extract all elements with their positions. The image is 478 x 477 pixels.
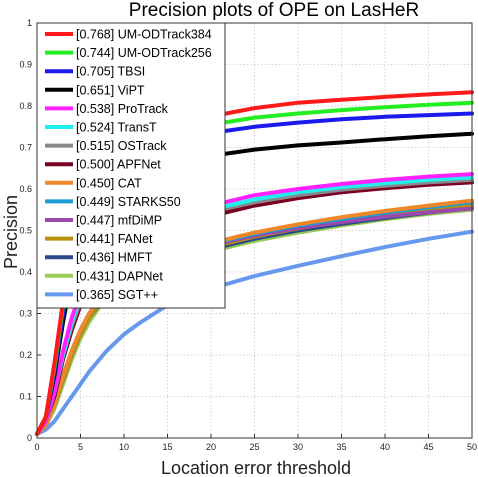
y-axis-ticks: 0 0.1 0.2 0.3 0.4 0.5 0.6 0.7 0.8 0.9 1 bbox=[19, 18, 41, 443]
legend-entry: [0.447] mfDiMP bbox=[76, 214, 162, 228]
x-axis-label: Location error threshold bbox=[161, 458, 351, 477]
legend-entry: [0.436] HMFT bbox=[76, 251, 153, 265]
legend-entry: [0.538] ProTrack bbox=[76, 102, 169, 116]
y-tick-label: 0.3 bbox=[19, 309, 32, 319]
x-tick-label: 40 bbox=[380, 442, 390, 452]
x-axis-ticks: 0 5 10 15 20 25 30 35 40 45 50 bbox=[34, 434, 477, 452]
legend-entry: [0.500] APFNet bbox=[76, 158, 161, 172]
y-tick-label: 0.2 bbox=[19, 350, 32, 360]
x-tick-label: 35 bbox=[336, 442, 346, 452]
x-tick-label: 5 bbox=[78, 442, 83, 452]
x-tick-label: 25 bbox=[249, 442, 259, 452]
legend-entry: [0.768] UM-ODTrack384 bbox=[76, 28, 212, 42]
y-axis-label: Precision bbox=[1, 195, 21, 269]
x-tick-label: 10 bbox=[119, 442, 129, 452]
y-tick-label: 0 bbox=[27, 433, 32, 443]
y-tick-label: 0.4 bbox=[19, 267, 32, 277]
legend-entry: [0.705] TBSI bbox=[76, 65, 145, 79]
y-tick-label: 0.7 bbox=[19, 143, 32, 153]
legend-entry: [0.450] CAT bbox=[76, 176, 142, 190]
legend-entry: [0.449] STARKS50 bbox=[76, 195, 181, 209]
legend-entry: [0.744] UM-ODTrack256 bbox=[76, 46, 212, 60]
x-tick-label: 20 bbox=[206, 442, 216, 452]
legend-entry: [0.431] DAPNet bbox=[76, 269, 163, 283]
y-tick-label: 0.9 bbox=[19, 60, 32, 70]
legend-entry: [0.365] SGT++ bbox=[76, 288, 158, 302]
legend-entry: [0.441] FANet bbox=[76, 232, 153, 246]
y-tick-label: 0.1 bbox=[19, 392, 32, 402]
y-tick-label: 1 bbox=[27, 18, 32, 28]
x-tick-label: 0 bbox=[34, 442, 39, 452]
x-tick-label: 15 bbox=[162, 442, 172, 452]
legend-entry: [0.651] ViPT bbox=[76, 83, 145, 97]
chart-title: Precision plots of OPE on LasHeR bbox=[129, 0, 419, 21]
y-tick-label: 0.8 bbox=[19, 101, 32, 111]
legend-entry: [0.524] TransT bbox=[76, 121, 157, 135]
series-line-14 bbox=[35, 229, 474, 436]
y-tick-label: 0.6 bbox=[19, 184, 32, 194]
legend: [0.768] UM-ODTrack384 [0.744] UM-ODTrack2… bbox=[36, 22, 226, 309]
legend-entry: [0.515] OSTrack bbox=[76, 139, 167, 153]
x-tick-label: 30 bbox=[293, 442, 303, 452]
y-tick-label: 0.5 bbox=[19, 226, 32, 236]
x-tick-label: 45 bbox=[423, 442, 433, 452]
x-tick-label: 50 bbox=[467, 442, 477, 452]
